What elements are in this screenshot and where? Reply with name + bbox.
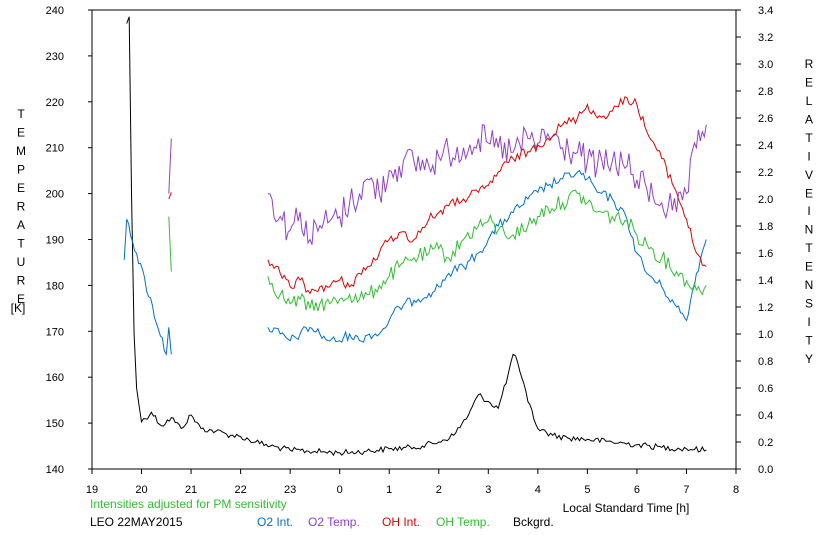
series-line-o2-temp [168, 138, 172, 194]
right-axis-letter: I [807, 204, 810, 218]
left-tick-label: 160 [46, 372, 64, 384]
left-tick-label: 240 [46, 5, 64, 17]
x-tick-label: 4 [535, 484, 541, 496]
left-axis-unit: [K] [11, 301, 26, 315]
x-tick-label: 22 [234, 484, 246, 496]
right-axis-letter: E [805, 76, 813, 90]
legend-entry: OH Temp. [436, 515, 490, 529]
right-tick-label: 3.4 [758, 5, 773, 17]
x-tick-label: 3 [485, 484, 491, 496]
right-tick-label: 0.4 [758, 410, 773, 422]
right-tick-label: 2.2 [758, 167, 773, 179]
left-axis-letter: E [17, 292, 25, 306]
x-tick-label: 21 [185, 484, 197, 496]
right-tick-label: 0.2 [758, 437, 773, 449]
x-tick-label: 0 [337, 484, 343, 496]
series-line-o2-temp [267, 124, 707, 245]
left-tick-label: 220 [46, 97, 64, 109]
right-tick-label: 2.8 [758, 86, 773, 98]
right-axis-letter: T [805, 131, 813, 145]
x-tick-label: 7 [683, 484, 689, 496]
legend: O2 Int. O2 Temp. OH Int. OH Temp. Bckgrd. [257, 515, 554, 529]
legend-entry: OH Int. [382, 515, 420, 529]
left-axis-letter: R [17, 274, 26, 288]
right-axis-letter: I [807, 150, 810, 164]
right-tick-label: 0.0 [758, 464, 773, 476]
x-tick-label: 23 [284, 484, 296, 496]
left-tick-label: 210 [46, 143, 64, 155]
x-tick-label: 5 [584, 484, 590, 496]
left-tick-label: 150 [46, 418, 64, 430]
left-tick-label: 170 [46, 326, 64, 338]
x-tick-label: 1 [386, 484, 392, 496]
series-line-bckgrd [126, 16, 707, 457]
series-line-o2-int [123, 219, 172, 356]
x-tick-label: 6 [634, 484, 640, 496]
right-tick-label: 1.8 [758, 221, 773, 233]
right-tick-label: 1.4 [758, 275, 773, 287]
right-axis-letter: V [805, 168, 813, 182]
right-axis-letter: T [805, 334, 813, 348]
series-line-oh-int [267, 96, 707, 295]
x-tick-label: 2 [436, 484, 442, 496]
series-line-oh-int [168, 192, 172, 200]
station-date: LEO 22MAY2015 [90, 515, 183, 529]
x-axis: 19 20 21 22 23 0 1 2 3 4 5 6 7 8 [86, 469, 739, 496]
right-axis-letter: N [805, 278, 814, 292]
left-tick-label: 140 [46, 464, 64, 476]
left-axis-letter: T [17, 237, 25, 251]
left-axis: 140 150 160 170 180 190 200 210 220 230 240 [46, 5, 92, 476]
right-axis-letter: R [805, 57, 814, 71]
pm-sensitivity-note: Intensities adjusted for PM sensitivity [90, 497, 287, 511]
x-tick-label: 8 [733, 484, 739, 496]
right-tick-label: 0.8 [758, 356, 773, 368]
right-axis-letter: S [805, 297, 813, 311]
right-axis: 0.0 0.2 0.4 0.6 0.8 1.0 1.2 1.4 1.6 1.8 2.0 2.2 2.4 2… [736, 5, 773, 476]
right-axis-letter: A [805, 113, 813, 127]
left-axis-letter: E [17, 181, 25, 195]
left-axis-letter: A [17, 218, 25, 232]
left-axis-letter: U [17, 255, 26, 269]
right-tick-label: 1.0 [758, 329, 773, 341]
right-tick-label: 3.2 [758, 32, 773, 44]
left-axis-letter: M [16, 144, 26, 158]
series-line-o2-int [267, 169, 707, 344]
right-tick-label: 3.0 [758, 59, 773, 71]
legend-entry: O2 Int. [257, 515, 293, 529]
left-tick-label: 180 [46, 280, 64, 292]
right-axis-letter: N [805, 223, 814, 237]
legend-entry: Bckgrd. [513, 515, 554, 529]
x-axis-label: Local Standard Time [h] [563, 501, 690, 515]
right-axis-letter: I [807, 315, 810, 329]
right-axis-letter: E [805, 187, 813, 201]
left-axis-letter: E [17, 126, 25, 140]
right-axis-letter: T [805, 241, 813, 255]
series-line-oh-temp [267, 189, 707, 312]
right-tick-label: 2.0 [758, 194, 773, 206]
x-tick-label: 19 [86, 484, 98, 496]
left-axis-letter: R [17, 200, 26, 214]
right-tick-label: 0.6 [758, 383, 773, 395]
left-tick-label: 190 [46, 235, 64, 247]
right-axis-letter: E [805, 260, 813, 274]
right-tick-label: 1.2 [758, 302, 773, 314]
right-axis-letter: Y [805, 352, 813, 366]
left-tick-label: 200 [46, 189, 64, 201]
left-axis-letter: P [17, 163, 25, 177]
series-line-oh-temp [168, 216, 172, 272]
left-tick-label: 230 [46, 51, 64, 63]
right-tick-label: 2.6 [758, 113, 773, 125]
x-tick-label: 20 [135, 484, 147, 496]
right-axis-letter: L [806, 94, 813, 108]
left-axis-letter: T [17, 107, 25, 121]
right-tick-label: 1.6 [758, 248, 773, 260]
legend-entry: O2 Temp. [308, 515, 360, 529]
right-tick-label: 2.4 [758, 140, 773, 152]
series-layer [123, 16, 707, 457]
